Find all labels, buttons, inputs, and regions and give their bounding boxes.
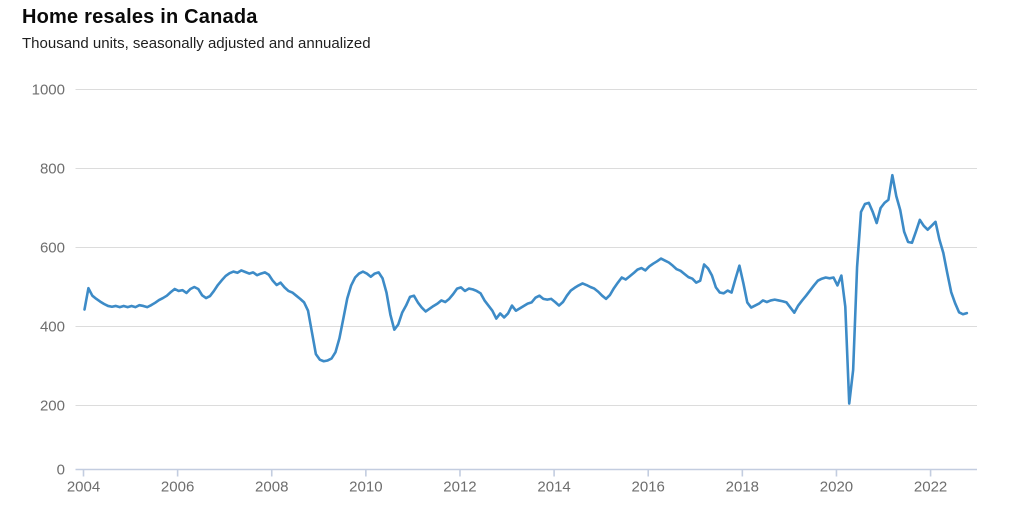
x-axis-tick-label: 2004 [67, 479, 100, 496]
x-axis-tick-label: 2012 [443, 479, 476, 496]
y-axis-tick-label: 0 [57, 462, 65, 479]
x-axis-tick-label: 2014 [537, 479, 570, 496]
x-axis-tick-label: 2008 [255, 479, 288, 496]
x-axis-tick-label: 2018 [726, 479, 759, 496]
data-line [83, 173, 969, 405]
chart-title: Home resales in Canada [22, 6, 258, 28]
y-axis-tick-label: 800 [40, 161, 65, 178]
x-axis-tick-label: 2010 [349, 479, 382, 496]
chart-subtitle: Thousand units, seasonally adjusted and … [22, 35, 371, 52]
y-axis-tick-label: 1000 [32, 82, 65, 99]
y-axis-tick-label: 400 [40, 319, 65, 336]
x-axis-tick-label: 2020 [820, 479, 853, 496]
y-axis-tick-label: 600 [40, 240, 65, 257]
y-axis-tick-label: 200 [40, 398, 65, 415]
x-axis-tick-label: 2006 [161, 479, 194, 496]
x-axis-tick-label: 2022 [914, 479, 947, 496]
x-axis-tick-label: 2016 [632, 479, 665, 496]
